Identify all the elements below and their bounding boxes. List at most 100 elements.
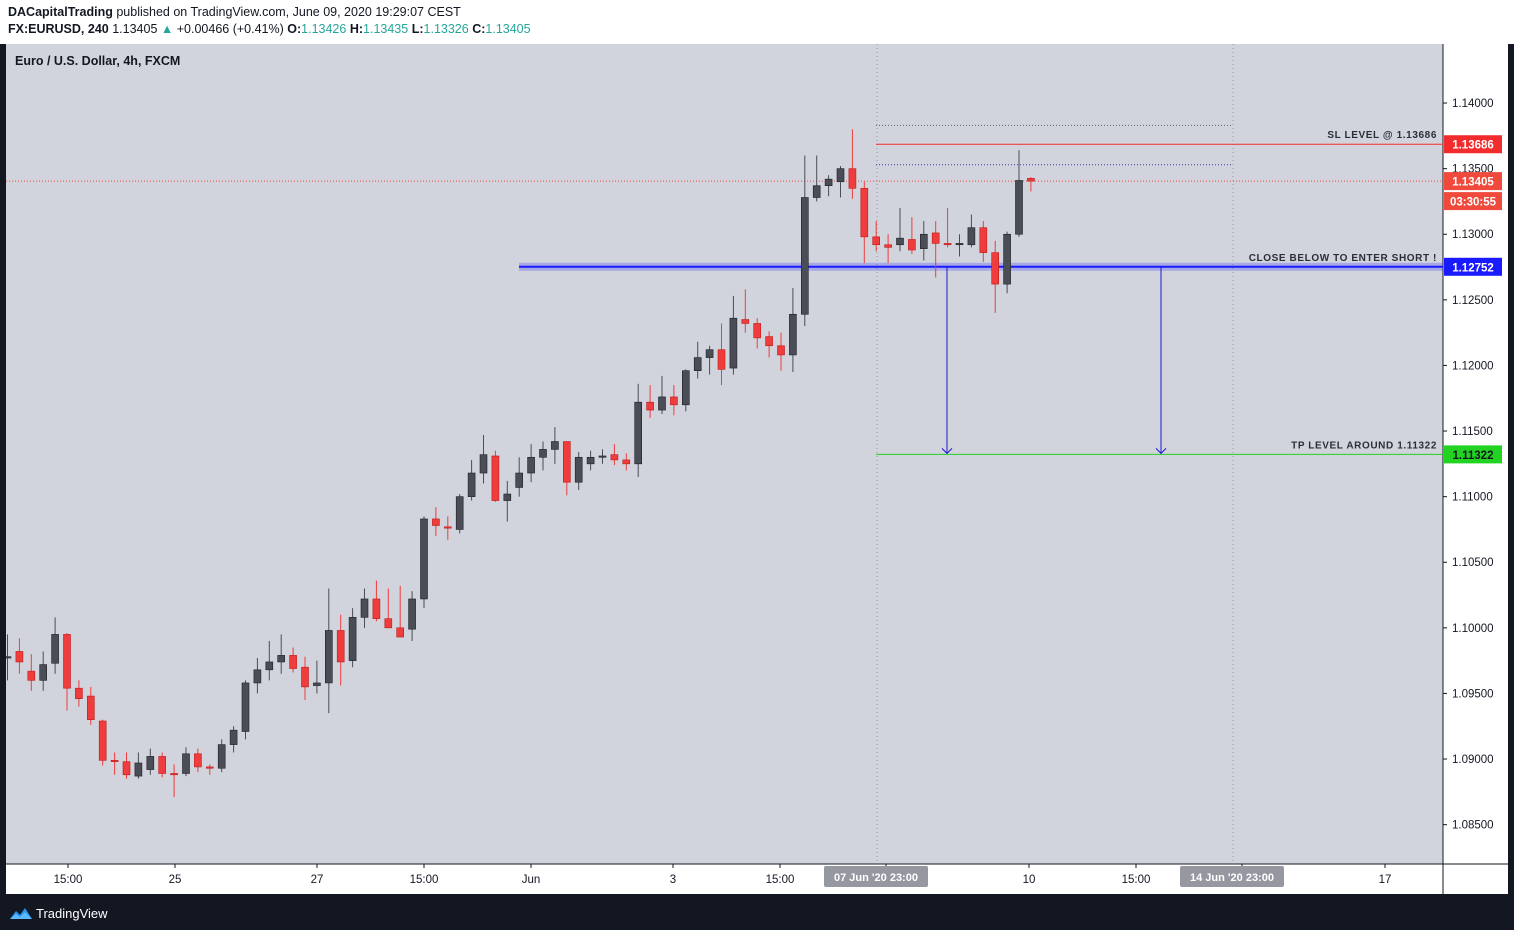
- candle-body: [693, 357, 702, 371]
- candle-body: [598, 455, 607, 458]
- candle: [479, 434, 488, 484]
- date-marker-bg: [1180, 866, 1284, 887]
- y-tick-label: 1.11500: [1452, 426, 1493, 438]
- date-marker-label[interactable]: 07 Jun '20 23:00: [824, 866, 928, 887]
- candle: [789, 288, 797, 372]
- candle-body: [979, 227, 988, 253]
- candle: [574, 452, 583, 491]
- candle: [586, 450, 595, 471]
- y-tick-label: 1.14000: [1452, 98, 1494, 110]
- high-label: H:: [349, 22, 364, 36]
- x-tick-label: 15:00: [54, 874, 83, 886]
- candle-body: [574, 456, 583, 483]
- candle: [313, 660, 321, 694]
- candle-body: [658, 396, 666, 411]
- entry-price-label[interactable]: 1.12752: [1444, 257, 1502, 276]
- candle-body: [229, 729, 238, 745]
- date-marker-label[interactable]: 14 Jun '20 23:00: [1180, 866, 1284, 887]
- countdown-label[interactable]: 03:30:55: [1444, 192, 1502, 211]
- candle: [443, 516, 452, 540]
- chart-title: Euro / U.S. Dollar, 4h, FXCM: [15, 54, 180, 68]
- candle: [753, 318, 762, 349]
- price-label-bg: [1444, 257, 1502, 276]
- brand-name: TradingView: [36, 905, 108, 921]
- sl-level-annotation: SL LEVEL @ 1.13686: [1327, 130, 1437, 141]
- close-value: 1.13405: [485, 22, 531, 36]
- candle-body: [27, 670, 36, 681]
- candle: [51, 617, 59, 674]
- tradingview-logo[interactable]: TradingView: [8, 903, 108, 923]
- candle-body: [741, 319, 750, 324]
- candle-body: [919, 233, 928, 249]
- candle: [384, 588, 393, 629]
- candle: [1027, 177, 1035, 192]
- chart-frame[interactable]: Euro / U.S. Dollar, 4h, FXCM SL LEVEL @ …: [6, 44, 1508, 894]
- price-label-bg: [1444, 135, 1502, 154]
- candle: [562, 441, 571, 496]
- candle-body: [812, 185, 821, 198]
- candle: [408, 591, 416, 641]
- candle-body: [705, 349, 714, 358]
- tradingview-cloud-icon: [10, 908, 32, 919]
- change-up-icon: ▲: [160, 22, 174, 36]
- candle-body: [6, 656, 12, 659]
- candle-body: [241, 682, 250, 732]
- candle: [503, 480, 512, 522]
- candle-body: [336, 630, 345, 663]
- open-label: O:: [287, 22, 302, 36]
- symbol-label: FX:EURUSD, 240: [8, 22, 109, 36]
- y-tick-label: 1.10500: [1452, 557, 1494, 569]
- candle-body: [872, 236, 881, 246]
- candle-body: [432, 518, 440, 526]
- candle-body: [800, 197, 809, 315]
- candle-body: [348, 617, 357, 661]
- candle-body: [491, 455, 500, 501]
- candle-body: [75, 687, 83, 699]
- candle-body: [87, 695, 95, 720]
- candle-body: [194, 753, 202, 768]
- candle: [539, 441, 547, 471]
- date-marker-text: 14 Jun '20 23:00: [1190, 872, 1274, 884]
- candle-body: [110, 760, 119, 762]
- y-tick-label: 1.08500: [1452, 820, 1494, 832]
- candle: [836, 166, 845, 198]
- candle-body: [98, 720, 107, 761]
- candle: [670, 385, 678, 416]
- tp-price-label[interactable]: 1.11322: [1444, 445, 1502, 464]
- x-tick-label: Jun: [522, 874, 541, 886]
- candle-body: [360, 598, 369, 618]
- sl-price-label[interactable]: 1.13686: [1444, 135, 1502, 154]
- candle: [765, 331, 773, 358]
- candle: [705, 345, 714, 375]
- candle-body: [967, 227, 976, 246]
- candle: [432, 507, 440, 536]
- x-tick-label: 15:00: [766, 874, 795, 886]
- candle: [360, 588, 369, 628]
- y-tick-label: 1.09000: [1452, 754, 1494, 766]
- candle: [884, 234, 892, 264]
- candlestick-chart[interactable]: Euro / U.S. Dollar, 4h, FXCM SL LEVEL @ …: [6, 44, 1508, 894]
- candle-body: [301, 666, 309, 688]
- candle: [943, 208, 952, 248]
- candle: [217, 739, 226, 773]
- candle-body: [1003, 233, 1011, 285]
- candle-body: [1027, 178, 1035, 182]
- candle-body: [443, 526, 452, 529]
- candle-body: [896, 237, 904, 246]
- candle: [729, 295, 738, 375]
- candle: [646, 385, 654, 418]
- candle: [717, 323, 726, 386]
- candle: [158, 752, 166, 778]
- candle: [634, 383, 643, 477]
- candle-body: [63, 634, 71, 689]
- candle-body: [765, 336, 773, 347]
- price-change: +0.00466 (+0.41%): [176, 22, 284, 36]
- candle: [598, 449, 607, 464]
- candle: [824, 175, 833, 197]
- candle: [372, 580, 381, 622]
- candle: [277, 634, 286, 674]
- candle-body: [15, 651, 24, 663]
- last-price-label[interactable]: 1.13405: [1444, 172, 1502, 191]
- candle-body: [634, 401, 643, 465]
- publisher-name[interactable]: DACapitalTrading: [8, 5, 113, 19]
